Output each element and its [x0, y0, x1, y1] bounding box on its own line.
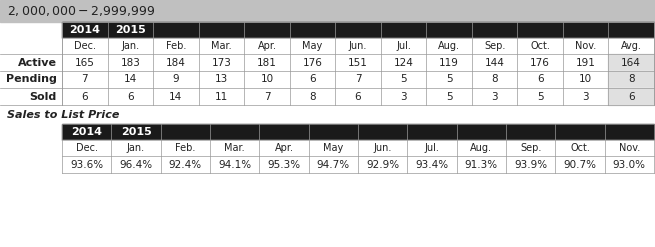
- Text: Jan.: Jan.: [127, 143, 145, 153]
- Text: 184: 184: [166, 58, 186, 67]
- Text: 6: 6: [309, 75, 316, 84]
- Text: 93.0%: 93.0%: [613, 160, 646, 169]
- Text: 6: 6: [127, 91, 134, 102]
- Text: 165: 165: [75, 58, 95, 67]
- Bar: [62, 38, 654, 54]
- Bar: [62, 140, 654, 156]
- Text: 173: 173: [212, 58, 231, 67]
- Text: Sales to List Price: Sales to List Price: [7, 110, 119, 120]
- Text: Dec.: Dec.: [76, 143, 98, 153]
- Text: May: May: [303, 41, 322, 51]
- Text: 3: 3: [400, 91, 407, 102]
- Text: Oct.: Oct.: [530, 41, 550, 51]
- Text: 2014: 2014: [69, 25, 100, 35]
- Text: 176: 176: [303, 58, 322, 67]
- Text: Mar.: Mar.: [225, 143, 245, 153]
- Text: 8: 8: [309, 91, 316, 102]
- Text: Feb.: Feb.: [166, 41, 186, 51]
- Text: 7: 7: [355, 75, 362, 84]
- Bar: [0, 54, 654, 71]
- Text: 3: 3: [582, 91, 589, 102]
- Bar: [62, 124, 654, 140]
- Text: Jul.: Jul.: [424, 143, 440, 153]
- Text: 5: 5: [446, 91, 453, 102]
- Text: 93.4%: 93.4%: [415, 160, 449, 169]
- Text: 181: 181: [257, 58, 277, 67]
- Text: 94.7%: 94.7%: [317, 160, 350, 169]
- Bar: [0, 0, 655, 22]
- Text: 2015: 2015: [115, 25, 145, 35]
- Text: 94.1%: 94.1%: [218, 160, 252, 169]
- Text: Dec.: Dec.: [74, 41, 96, 51]
- Text: 90.7%: 90.7%: [563, 160, 597, 169]
- Text: 92.9%: 92.9%: [366, 160, 400, 169]
- Text: 10: 10: [260, 75, 274, 84]
- Text: Apr.: Apr.: [274, 143, 293, 153]
- Bar: [0, 88, 654, 105]
- Text: 183: 183: [121, 58, 140, 67]
- Text: Jan.: Jan.: [121, 41, 140, 51]
- Text: 8: 8: [628, 75, 635, 84]
- Text: Active: Active: [18, 58, 57, 67]
- Text: 6: 6: [628, 91, 635, 102]
- Text: 10: 10: [579, 75, 592, 84]
- Text: 124: 124: [394, 58, 413, 67]
- Text: 119: 119: [439, 58, 459, 67]
- Text: 3: 3: [491, 91, 498, 102]
- Bar: [608, 71, 654, 88]
- Text: 5: 5: [400, 75, 407, 84]
- Text: Sep.: Sep.: [484, 41, 505, 51]
- Text: 7: 7: [81, 75, 88, 84]
- Text: 91.3%: 91.3%: [465, 160, 498, 169]
- Text: Oct.: Oct.: [570, 143, 590, 153]
- Text: 144: 144: [485, 58, 504, 67]
- Text: 7: 7: [263, 91, 271, 102]
- Text: Apr.: Apr.: [257, 41, 276, 51]
- Text: Nov.: Nov.: [575, 41, 596, 51]
- Text: 191: 191: [576, 58, 595, 67]
- Text: $2,000,000 - $2,999,999: $2,000,000 - $2,999,999: [7, 4, 155, 18]
- Text: 6: 6: [81, 91, 88, 102]
- Text: 5: 5: [537, 91, 544, 102]
- Text: Aug.: Aug.: [470, 143, 493, 153]
- Text: 5: 5: [446, 75, 453, 84]
- Text: 9: 9: [172, 75, 179, 84]
- Text: Sep.: Sep.: [520, 143, 541, 153]
- Text: 95.3%: 95.3%: [267, 160, 301, 169]
- Text: Jun.: Jun.: [349, 41, 367, 51]
- Text: Avg.: Avg.: [621, 41, 642, 51]
- Bar: [62, 22, 654, 38]
- Text: 2015: 2015: [121, 127, 151, 137]
- Text: 92.4%: 92.4%: [169, 160, 202, 169]
- Text: 96.4%: 96.4%: [119, 160, 153, 169]
- Text: 11: 11: [215, 91, 228, 102]
- Bar: [62, 156, 654, 173]
- Text: 14: 14: [124, 75, 137, 84]
- Bar: [0, 71, 654, 88]
- Text: Jul.: Jul.: [396, 41, 411, 51]
- Text: 13: 13: [215, 75, 228, 84]
- Bar: [608, 88, 654, 105]
- Text: 8: 8: [491, 75, 498, 84]
- Text: 93.9%: 93.9%: [514, 160, 547, 169]
- Text: 2014: 2014: [71, 127, 102, 137]
- Text: 164: 164: [622, 58, 641, 67]
- Text: 176: 176: [530, 58, 550, 67]
- Text: 14: 14: [169, 91, 183, 102]
- Text: Jun.: Jun.: [373, 143, 392, 153]
- Text: Mar.: Mar.: [211, 41, 232, 51]
- Text: 93.6%: 93.6%: [70, 160, 103, 169]
- Text: May: May: [323, 143, 343, 153]
- Text: 6: 6: [537, 75, 544, 84]
- Text: Aug.: Aug.: [438, 41, 460, 51]
- Text: Nov.: Nov.: [619, 143, 640, 153]
- Text: Pending: Pending: [6, 75, 57, 84]
- Text: Feb.: Feb.: [175, 143, 196, 153]
- Text: 151: 151: [348, 58, 368, 67]
- Bar: [608, 54, 654, 71]
- Text: Sold: Sold: [29, 91, 57, 102]
- Text: 6: 6: [355, 91, 362, 102]
